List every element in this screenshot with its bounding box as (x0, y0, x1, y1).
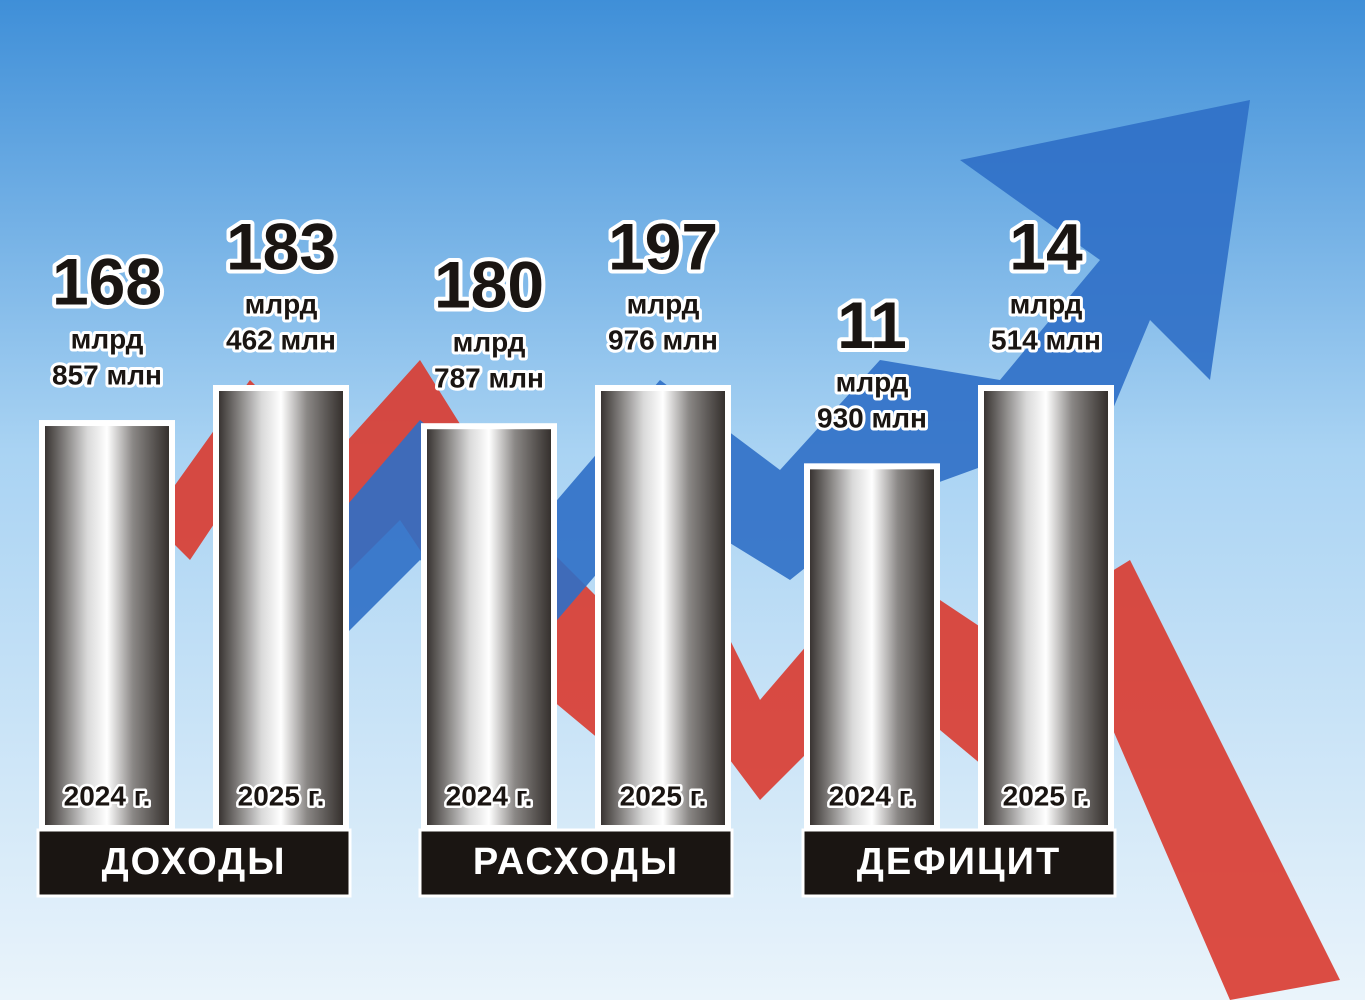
bar (595, 385, 731, 831)
bar (804, 463, 940, 831)
value-label-unit: млрд (1010, 288, 1083, 319)
bar (421, 423, 557, 831)
value-label-rest: 930 млн (817, 403, 927, 434)
series-label: 2025 г. (1003, 780, 1090, 811)
series-label: 2025 г. (238, 780, 325, 811)
category-banner (418, 828, 734, 898)
value-label-main: 14 (1009, 209, 1083, 283)
series-label: 2025 г. (620, 780, 707, 811)
value-label-rest: 857 млн (52, 359, 162, 390)
category-label: ДОХОДЫ (102, 841, 287, 883)
value-label-rest: 787 млн (434, 363, 544, 394)
series-label: 2024 г. (64, 780, 151, 811)
category-label: ДЕФИЦИТ (857, 841, 1061, 883)
value-label-unit: млрд (245, 288, 318, 319)
category-banner (36, 828, 352, 898)
value-label-rest: 514 млн (991, 324, 1101, 355)
bar (39, 420, 175, 831)
value-label-main: 168 (52, 244, 162, 318)
value-label-unit: млрд (836, 367, 909, 398)
value-label-main: 197 (608, 209, 718, 283)
value-label-main: 183 (226, 209, 336, 283)
category-banner (801, 828, 1117, 898)
value-label-unit: млрд (71, 323, 144, 354)
value-label-rest: 976 млн (608, 324, 718, 355)
bar (978, 385, 1114, 831)
series-label: 2024 г. (446, 780, 533, 811)
bar (213, 385, 349, 831)
value-label-main: 11 (837, 288, 907, 362)
series-label: 2024 г. (829, 780, 916, 811)
plot-area: 168 млрд 857 млн 2024 г. 183 млрд 462 млн 2025 … (36, 205, 1117, 898)
value-label-unit: млрд (627, 288, 700, 319)
value-label-unit: млрд (453, 327, 526, 358)
value-label-rest: 462 млн (226, 324, 336, 355)
category-label: РАСХОДЫ (473, 841, 679, 883)
value-label-main: 180 (434, 248, 544, 322)
